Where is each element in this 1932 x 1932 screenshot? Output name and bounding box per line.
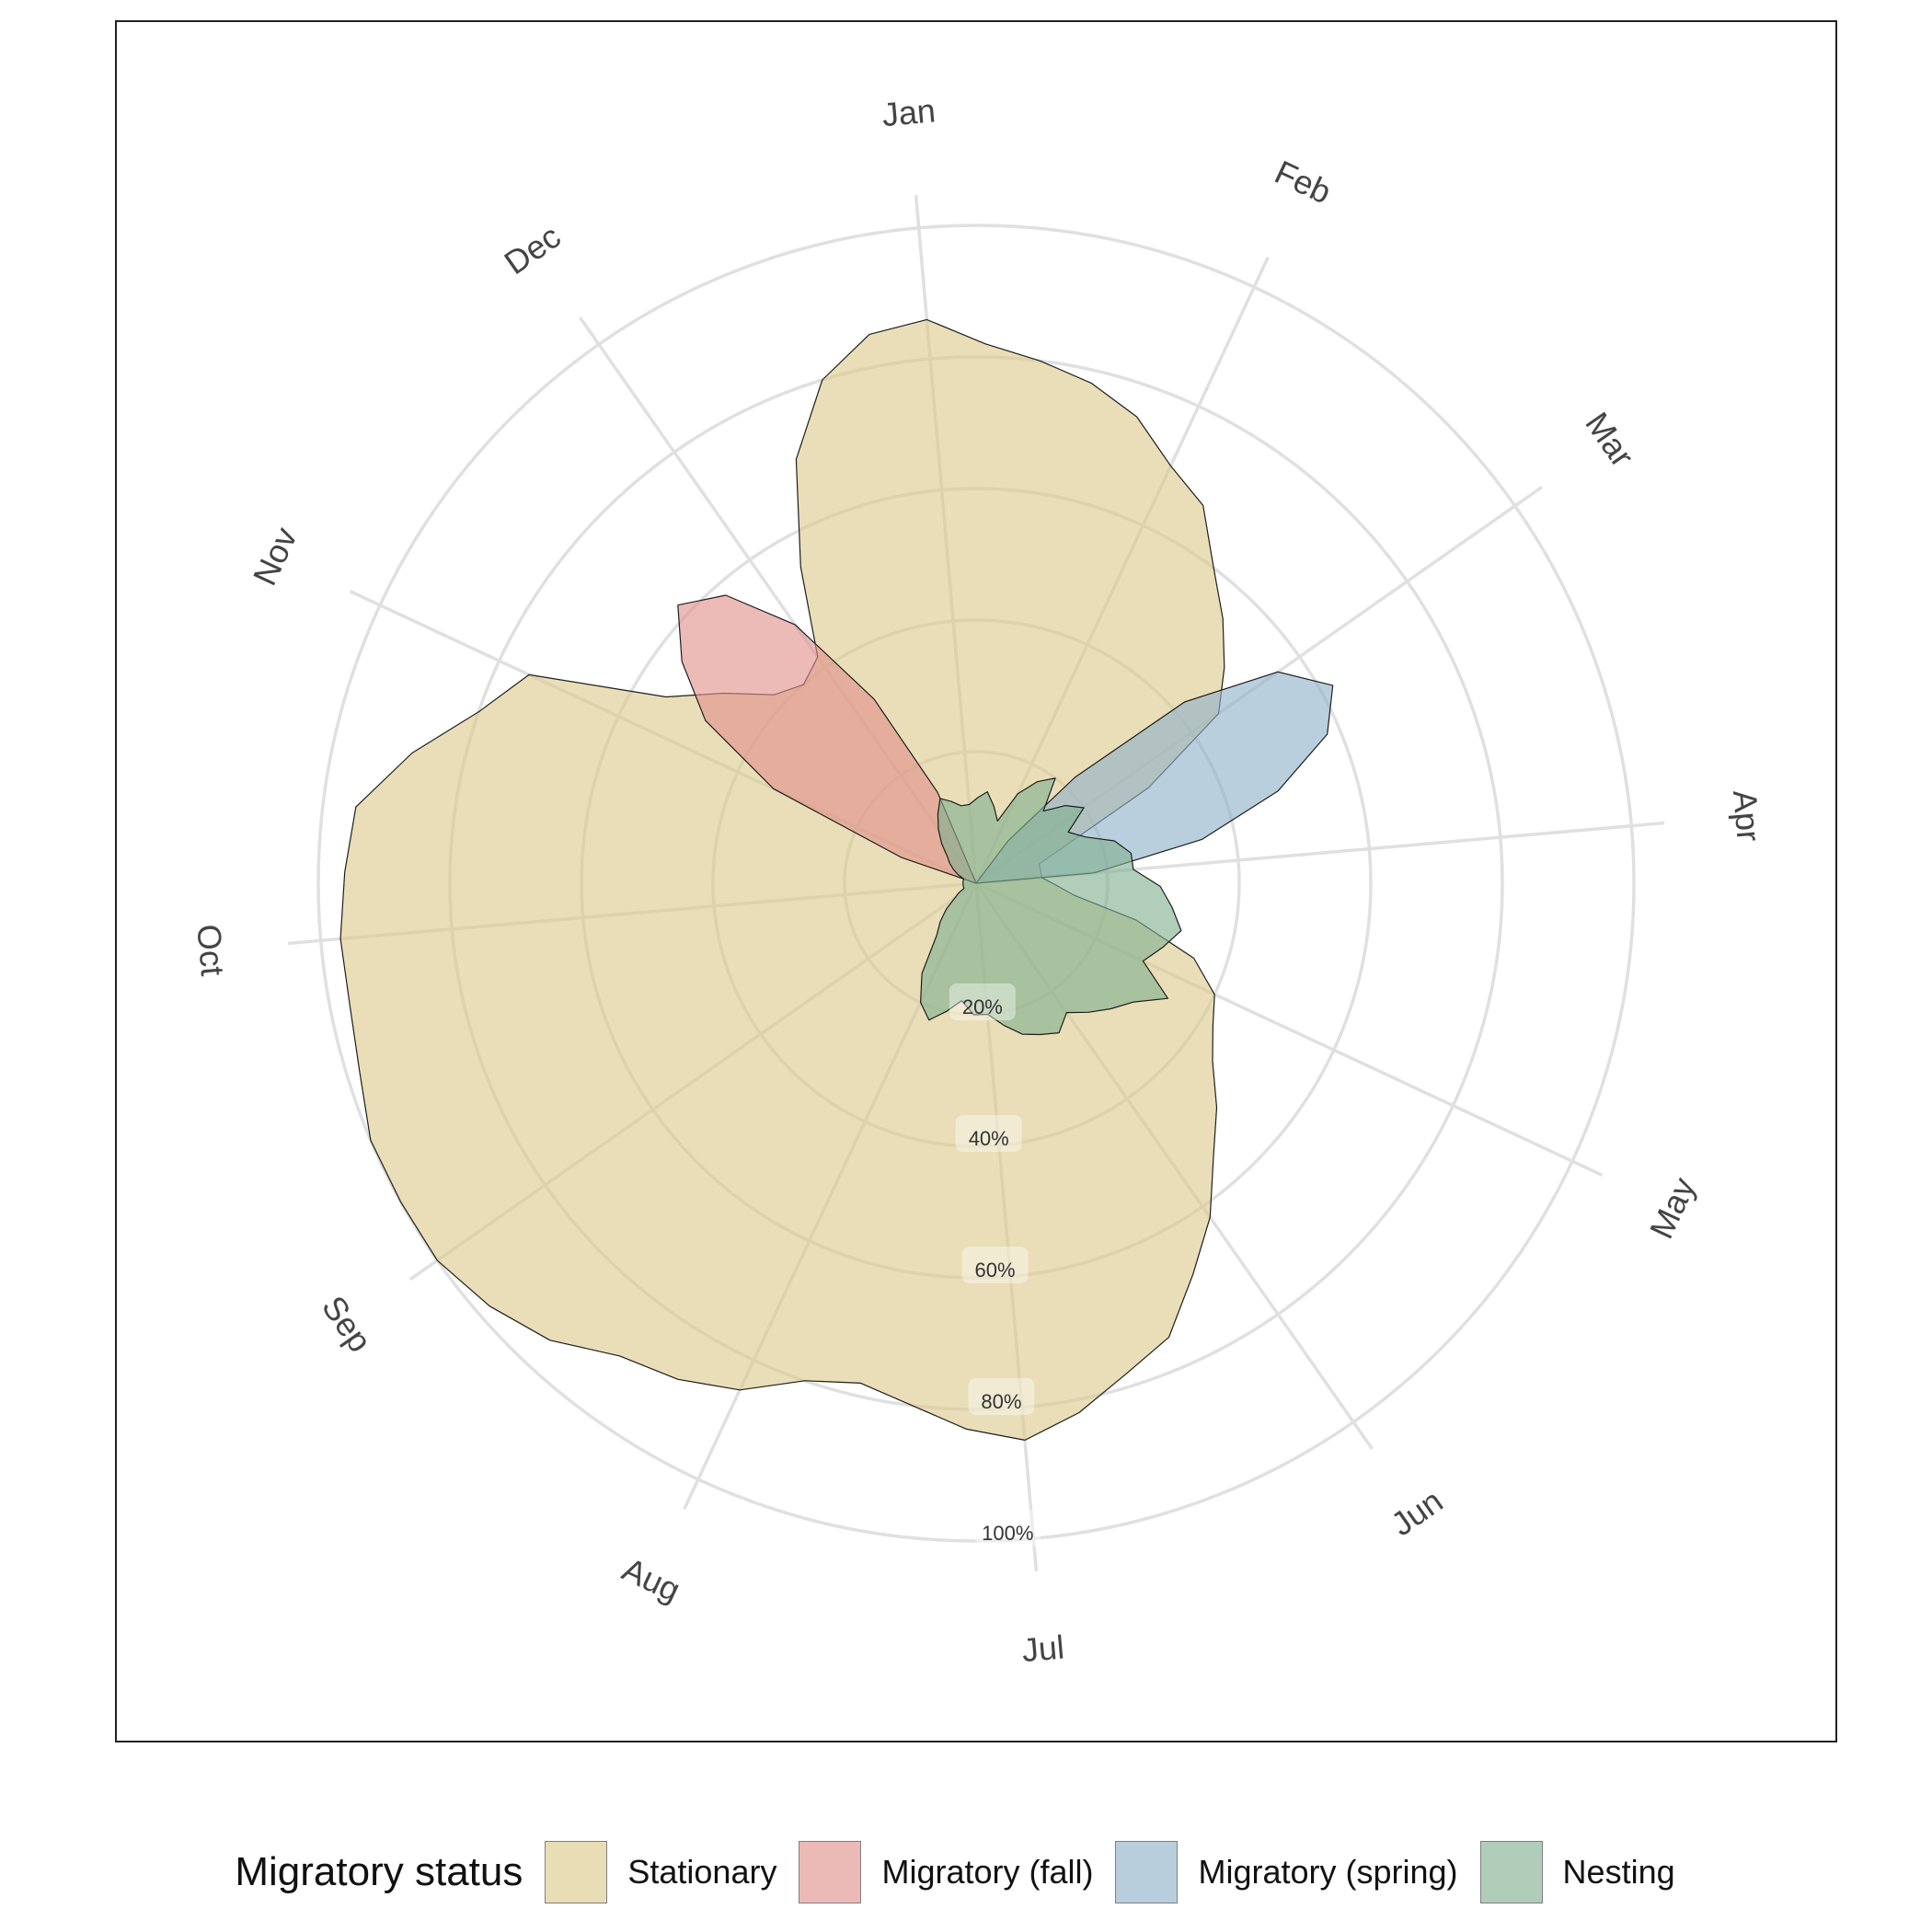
tick-40: 40% xyxy=(955,1115,1022,1152)
month-label-apr: Apr xyxy=(1726,788,1768,843)
month-label-feb: Feb xyxy=(1270,153,1338,211)
tick-80: 80% xyxy=(968,1378,1035,1415)
plot-panel xyxy=(115,20,1837,1742)
tick-20: 20% xyxy=(949,983,1016,1020)
legend-item-nesting: Nesting xyxy=(1479,1841,1675,1903)
series-area-migratory-fall xyxy=(677,594,977,884)
tick-label-100: 100% xyxy=(982,1522,1033,1545)
month-label-sep: Sep xyxy=(315,1289,379,1359)
tick-100: 100% xyxy=(974,1510,1041,1547)
legend-label-migratory-spring: Migratory (spring) xyxy=(1198,1853,1458,1891)
legend-swatch-nesting xyxy=(1479,1841,1543,1903)
tick-bg-80 xyxy=(968,1378,1035,1415)
month-label-may: May xyxy=(1642,1171,1703,1244)
legend-swatch-stationary xyxy=(545,1841,608,1903)
month-label-aug: Aug xyxy=(616,1550,685,1609)
month-label-nov: Nov xyxy=(246,522,305,591)
legend-swatch-migratory-spring xyxy=(1115,1841,1179,1903)
legend: Migratory status Stationary Migratory (f… xyxy=(0,1826,1932,1918)
legend-swatch-migratory-fall xyxy=(799,1841,862,1903)
legend-item-migratory-fall: Migratory (fall) xyxy=(799,1841,1093,1903)
grid-circle-100 xyxy=(316,224,1636,1543)
tick-60: 60% xyxy=(961,1247,1029,1283)
legend-title: Migratory status xyxy=(235,1849,523,1894)
series-migratory-fall xyxy=(677,594,977,884)
month-label-oct: Oct xyxy=(190,923,232,977)
tick-label-40: 40% xyxy=(969,1127,1009,1150)
series-nesting xyxy=(920,777,1182,1036)
legend-label-nesting: Nesting xyxy=(1562,1853,1675,1891)
tick-label-60: 60% xyxy=(975,1259,1016,1282)
month-label-jun: Jun xyxy=(1384,1482,1449,1544)
month-label-dec: Dec xyxy=(498,217,568,282)
month-label-jul: Jul xyxy=(1020,1627,1065,1669)
month-label-mar: Mar xyxy=(1578,405,1641,473)
series-areas xyxy=(339,318,1334,1441)
radial-tick-labels: 20% 40% 60% 80% 100% xyxy=(949,983,1041,1547)
tick-bg-100 xyxy=(974,1510,1041,1547)
tick-label-80: 80% xyxy=(981,1390,1021,1413)
tick-bg-40 xyxy=(955,1115,1022,1152)
tick-label-20: 20% xyxy=(962,995,1003,1018)
legend-item-migratory-spring: Migratory (spring) xyxy=(1115,1841,1458,1903)
month-label-jan: Jan xyxy=(880,91,937,133)
tick-bg-60 xyxy=(961,1247,1029,1283)
tick-bg-20 xyxy=(949,983,1016,1020)
legend-label-migratory-fall: Migratory (fall) xyxy=(881,1853,1094,1891)
legend-item-stationary: Stationary xyxy=(545,1841,776,1903)
series-area-nesting xyxy=(920,777,1182,1036)
legend-label-stationary: Stationary xyxy=(627,1853,777,1891)
